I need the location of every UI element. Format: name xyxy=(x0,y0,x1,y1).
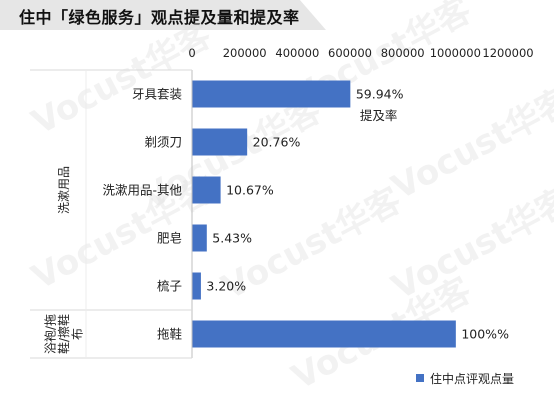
bar xyxy=(192,80,351,108)
data-labels: 59.94% 20.76% 10.67% 5.43% 3.20% 100%% xyxy=(206,87,509,342)
group-label: 洗漱用品 xyxy=(57,166,71,214)
chart-title: 住中「绿色服务」观点提及量和提及率 xyxy=(19,8,300,27)
x-tick-label: 0 xyxy=(188,46,195,60)
x-tick-label: 600000 xyxy=(328,46,372,60)
category-label: 洗漱用品-其他 xyxy=(102,183,182,198)
title-banner xyxy=(0,0,326,30)
category-label: 肥皂 xyxy=(157,231,182,246)
bar xyxy=(192,176,221,204)
category-label: 剃须刀 xyxy=(144,135,182,150)
data-label: 20.76% xyxy=(253,135,301,150)
legend-swatch xyxy=(416,374,424,382)
x-tick-label: 1000000 xyxy=(430,46,481,60)
data-label: 3.20% xyxy=(206,279,246,294)
bar xyxy=(192,320,456,348)
group-label: 浴袍/拖鞋/擦鞋布 xyxy=(43,314,85,354)
x-tick-label: 200000 xyxy=(223,46,267,60)
data-label: 5.43% xyxy=(212,231,252,246)
data-label: 100%% xyxy=(461,327,509,342)
category-label: 梳子 xyxy=(157,279,182,294)
x-axis-ticks: 0 200000 400000 600000 800000 1000000 1200000 xyxy=(188,46,533,60)
data-label: 59.94% xyxy=(356,87,404,102)
legend-label: 住中点评观点量 xyxy=(430,371,514,386)
x-tick-label: 400000 xyxy=(275,46,319,60)
category-label: 拖鞋 xyxy=(157,327,183,342)
bar xyxy=(192,128,248,156)
data-label: 10.67% xyxy=(226,183,274,198)
category-label: 牙具套装 xyxy=(132,87,182,102)
annotation-label: 提及率 xyxy=(360,108,398,123)
watermark: Vocust华客 xyxy=(385,80,554,208)
bar xyxy=(192,272,201,300)
x-tick-label: 1200000 xyxy=(482,46,533,60)
watermark: Vocust华客 xyxy=(25,15,217,143)
x-tick-label: 800000 xyxy=(381,46,425,60)
bars xyxy=(192,80,456,348)
bar xyxy=(192,224,207,252)
